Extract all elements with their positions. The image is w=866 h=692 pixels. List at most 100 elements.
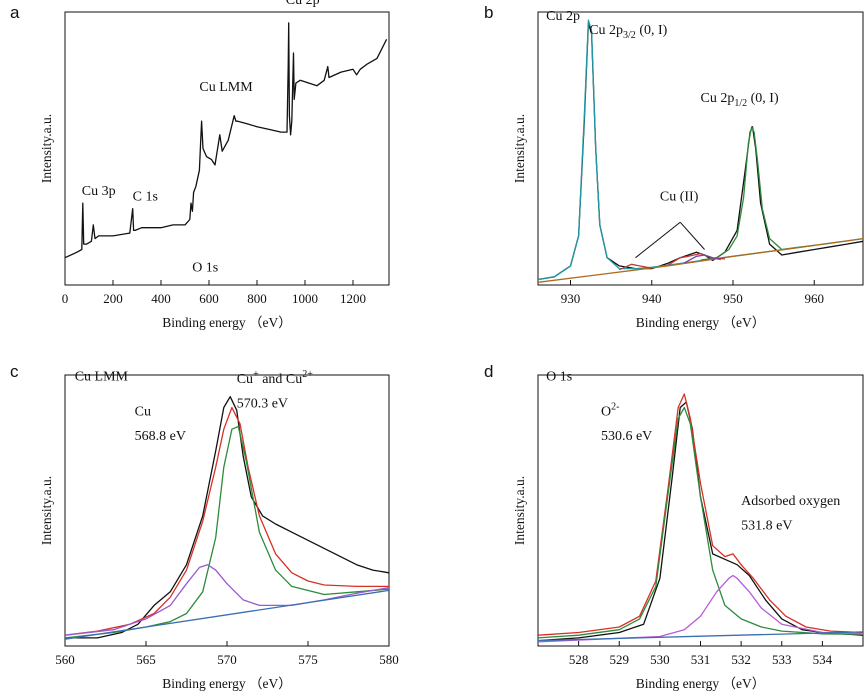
annotation-d-4: 531.8 eV bbox=[741, 518, 792, 533]
annotation-d-1: O2- bbox=[601, 402, 619, 420]
annotation-a-3: C 1s bbox=[133, 189, 158, 204]
series-line-b-1 bbox=[537, 19, 864, 281]
y-axis-title-d: Intensity.a.u. bbox=[512, 476, 527, 545]
panel-b: 930 940 950 960 Binding energy （eV） Intensity… bbox=[512, 9, 864, 330]
x-tick-label-d-4: 532 bbox=[731, 652, 751, 667]
plot-frame-b bbox=[537, 11, 864, 286]
panel-d: 528 529 530 531 532 533 534 Binding energy （eV）… bbox=[512, 369, 864, 691]
panel-letter-c: c bbox=[10, 362, 19, 381]
annotation-text-c-0: Cu LMM bbox=[75, 369, 129, 384]
x-axis-title-b: Binding energy （eV） bbox=[636, 315, 765, 330]
annotation-text-a-3: C 1s bbox=[133, 189, 158, 204]
annotation-sup-d-1: 2- bbox=[611, 402, 619, 413]
series-line-d-3 bbox=[537, 574, 864, 643]
series-line-c-0 bbox=[65, 396, 390, 639]
annotation-text-a-2: Cu 3p bbox=[82, 184, 116, 199]
series-line-d-2 bbox=[537, 406, 864, 639]
annotation-b-2: Cu 2p1/2 (0, I) bbox=[701, 91, 779, 109]
annotation-mid-c-3: and Cu bbox=[259, 372, 303, 387]
annotation-text-b-0: Cu 2p bbox=[546, 9, 580, 24]
x-tick-label-c-2: 570 bbox=[217, 652, 237, 667]
panel-letter-d: d bbox=[484, 362, 494, 381]
annotation-a-4: O 1s bbox=[192, 260, 218, 275]
series-line-c-2 bbox=[64, 425, 390, 639]
panel-letter-a: a bbox=[10, 3, 20, 22]
annotation-suffix-b-1: (0, I) bbox=[636, 23, 668, 38]
annotation-c-1: Cu bbox=[135, 405, 151, 420]
annotation-sup2-c-3: 2+ bbox=[302, 369, 313, 380]
x-tick-label-b-3: 960 bbox=[805, 291, 825, 306]
y-axis-title-b: Intensity.a.u. bbox=[512, 114, 527, 183]
x-tick-label-b-0: 930 bbox=[561, 291, 581, 306]
annotation-c-4: 570.3 eV bbox=[237, 397, 288, 412]
x-tick-label-c-4: 580 bbox=[379, 652, 399, 667]
x-axis-title-d: Binding energy （eV） bbox=[636, 676, 765, 691]
annotation-d-2: 530.6 eV bbox=[601, 429, 652, 444]
annotation-d-0: O 1s bbox=[546, 369, 572, 384]
series-line-d-1 bbox=[537, 393, 864, 636]
series-line-d-4 bbox=[537, 631, 864, 642]
annotation-text-c-2: 568.8 eV bbox=[135, 429, 186, 444]
annotation-sup-c-3: + bbox=[253, 369, 259, 380]
x-tick-label-a-5: 1000 bbox=[292, 291, 318, 306]
annotation-text-b-2: Cu 2p bbox=[701, 91, 735, 106]
annotation-b-1: Cu 2p3/2 (0, I) bbox=[589, 23, 667, 41]
annotation-sub-b-1: 3/2 bbox=[623, 30, 636, 41]
annotation-d-3: Adsorbed oxygen bbox=[741, 494, 840, 509]
annotation-a-2: Cu 3p bbox=[82, 184, 116, 199]
x-tick-label-c-0: 560 bbox=[55, 652, 75, 667]
annotation-a-1: Cu LMM bbox=[199, 80, 253, 95]
annotation-text-d-3: Adsorbed oxygen bbox=[741, 494, 840, 509]
annotation-text-a-4: O 1s bbox=[192, 260, 218, 275]
x-tick-label-a-0: 0 bbox=[62, 291, 69, 306]
annotation-c-3: Cu+ and Cu2+ bbox=[237, 369, 314, 387]
annotation-a-0: Cu 2p bbox=[286, 0, 320, 8]
panel-letter-b: b bbox=[484, 3, 494, 22]
y-axis-title-c: Intensity.a.u. bbox=[39, 476, 54, 545]
x-tick-label-a-2: 400 bbox=[151, 291, 171, 306]
annotation-text-b-3: Cu (II) bbox=[660, 189, 699, 204]
x-tick-label-d-0: 528 bbox=[569, 652, 589, 667]
annotation-text-c-4: 570.3 eV bbox=[237, 397, 288, 412]
annotation-text-b-1: Cu 2p bbox=[589, 23, 623, 38]
x-tick-label-c-1: 565 bbox=[136, 652, 156, 667]
annotation-b-3: Cu (II) bbox=[660, 189, 699, 204]
x-tick-label-a-1: 200 bbox=[103, 291, 123, 306]
y-axis-title-a: Intensity.a.u. bbox=[39, 114, 54, 183]
panel-c: 560 565 570 575 580 Binding energy （eV） Intens… bbox=[39, 369, 399, 691]
x-tick-label-a-6: 1200 bbox=[340, 291, 366, 306]
annotation-text-d-4: 531.8 eV bbox=[741, 518, 792, 533]
annotation-text-a-1: Cu LMM bbox=[199, 80, 253, 95]
x-axis-title-c: Binding energy （eV） bbox=[162, 676, 291, 691]
annotation-text-c-1: Cu bbox=[135, 405, 151, 420]
x-tick-label-d-5: 533 bbox=[772, 652, 792, 667]
plot-frame-a bbox=[64, 11, 390, 286]
annotation-text-d-2: 530.6 eV bbox=[601, 429, 652, 444]
x-tick-label-a-4: 800 bbox=[247, 291, 267, 306]
annotation-text-d-1: O bbox=[601, 405, 611, 420]
x-tick-label-d-2: 530 bbox=[650, 652, 670, 667]
annotation-c-2: 568.8 eV bbox=[135, 429, 186, 444]
x-tick-label-a-3: 600 bbox=[199, 291, 219, 306]
series-line-c-3 bbox=[64, 564, 390, 636]
x-tick-label-d-3: 531 bbox=[691, 652, 711, 667]
x-tick-label-c-3: 575 bbox=[298, 652, 318, 667]
panel-a: 0 200 400 600 800 1000 1200 Binding energy （eV）… bbox=[39, 0, 390, 330]
series-line-b-3 bbox=[537, 237, 864, 283]
series-line-c-4 bbox=[64, 589, 390, 640]
series-line-c-1 bbox=[64, 406, 389, 636]
x-tick-label-d-1: 529 bbox=[610, 652, 630, 667]
annotation-b-0: Cu 2p bbox=[546, 9, 580, 24]
pointer-line-b-0 bbox=[635, 221, 681, 259]
pointer-line-b-1 bbox=[679, 221, 705, 250]
series-line-d-0 bbox=[537, 401, 864, 642]
series-line-b-0 bbox=[537, 22, 864, 281]
x-tick-label-b-2: 950 bbox=[723, 291, 743, 306]
series-line-b-6 bbox=[683, 254, 721, 264]
annotation-text-d-0: O 1s bbox=[546, 369, 572, 384]
annotation-sub-b-2: 1/2 bbox=[734, 98, 747, 109]
series-line-a-0 bbox=[64, 22, 388, 259]
plot-frame-d bbox=[537, 374, 864, 647]
